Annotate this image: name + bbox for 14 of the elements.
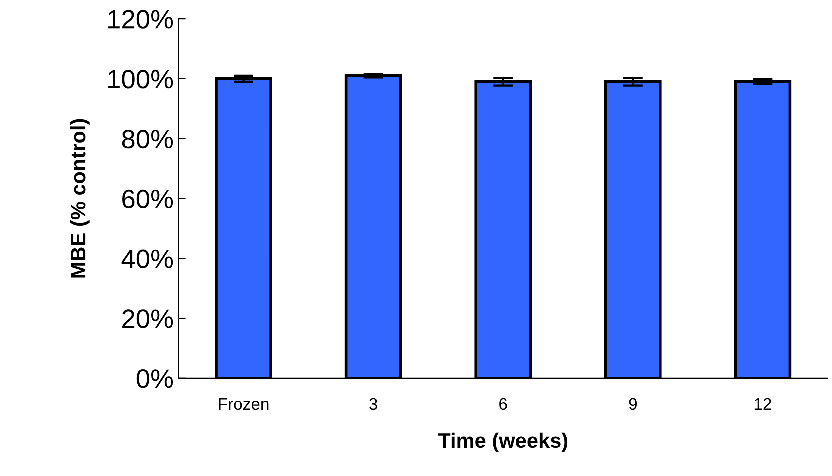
- y-tick-label: 100%: [108, 70, 174, 89]
- y-tick-label: 80%: [122, 130, 174, 149]
- x-axis-title: Time (weeks): [438, 432, 568, 452]
- y-tick-label: 0%: [136, 370, 174, 388]
- y-tick-label: 20%: [122, 310, 174, 328]
- x-tick-label: 12: [754, 398, 772, 410]
- y-axis-title: MBE (% control): [70, 119, 90, 278]
- y-tick-label: 60%: [122, 190, 174, 209]
- x-tick-label: Frozen: [219, 398, 269, 410]
- x-tick-label: 6: [500, 398, 508, 410]
- y-tick-label: 40%: [122, 250, 174, 268]
- x-tick-label: 9: [629, 398, 637, 410]
- y-tick-label: 120%: [108, 10, 174, 29]
- x-tick-label: 3: [370, 398, 378, 410]
